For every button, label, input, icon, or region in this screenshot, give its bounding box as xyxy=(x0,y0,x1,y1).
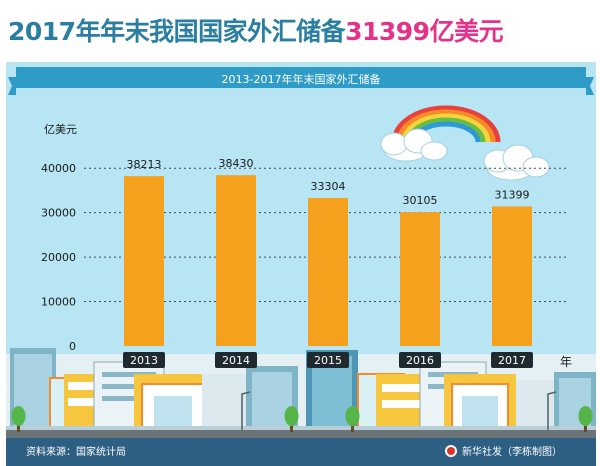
data-label: 38430 xyxy=(219,157,254,170)
y-tick-label: 10000 xyxy=(41,296,76,309)
chart-svg: 2013-2017年年末国家外汇储备 xyxy=(6,62,596,466)
credit-note: 新华社发（李栋制图） xyxy=(462,445,562,458)
y-axis-unit-label: 亿美元 xyxy=(44,123,77,136)
bar xyxy=(400,212,440,346)
y-tick-label: 0 xyxy=(69,340,76,353)
x-axis-unit-label: 年 xyxy=(560,355,572,369)
headline-main: 2017年年末我国国家外汇储备 xyxy=(8,17,346,46)
x-axis: 年 2013 2014 2015 2016 2017 xyxy=(123,352,572,369)
tree-icon xyxy=(11,406,593,432)
x-tick-badge xyxy=(307,352,349,368)
chart-panel: 2013-2017年年末国家外汇储备 xyxy=(6,62,596,466)
city-skyline-icon xyxy=(6,348,596,447)
bar xyxy=(492,206,532,346)
y-axis: 亿美元 0 10000 20000 30000 40000 xyxy=(41,123,77,353)
ribbon-title: 2013-2017年年末国家外汇储备 xyxy=(222,72,381,86)
bars: 38213 38430 33304 30105 31399 xyxy=(124,157,532,346)
cloud-icon xyxy=(483,144,550,181)
x-tick-badge xyxy=(491,352,533,368)
source-note: 资料来源：国家统计局 xyxy=(26,445,126,458)
footer-bar: 资料来源：国家统计局 新华社发（李栋制图） xyxy=(6,438,596,466)
data-label: 38213 xyxy=(127,158,162,171)
cloud-icon xyxy=(380,128,448,162)
rainbow-icon xyxy=(391,105,501,143)
y-tick-label: 40000 xyxy=(41,162,76,175)
ribbon-banner: 2013-2017年年末国家外汇储备 xyxy=(8,67,594,95)
y-tick-label: 20000 xyxy=(41,251,76,264)
bar xyxy=(216,175,256,346)
x-tick-label: 2015 xyxy=(314,354,342,367)
x-tick-badge xyxy=(215,352,257,368)
bar xyxy=(124,176,164,346)
xinhua-logo-icon xyxy=(445,445,457,457)
headline: 2017年年末我国国家外汇储备31399亿美元 xyxy=(0,0,600,56)
data-label: 31399 xyxy=(495,188,530,201)
x-tick-badge xyxy=(123,352,165,368)
data-label: 33304 xyxy=(311,180,346,193)
x-tick-label: 2017 xyxy=(498,354,526,367)
lamp-post-icon xyxy=(241,391,557,430)
x-tick-badge xyxy=(399,352,441,368)
data-label: 30105 xyxy=(403,194,438,207)
bar xyxy=(308,197,348,346)
headline-highlight: 31399亿美元 xyxy=(345,17,504,46)
x-tick-label: 2013 xyxy=(130,354,158,367)
headline-text: 2017年年末我国国家外汇储备31399亿美元 xyxy=(8,12,504,48)
x-tick-label: 2014 xyxy=(222,354,250,367)
y-tick-label: 30000 xyxy=(41,207,76,220)
x-tick-label: 2016 xyxy=(406,354,434,367)
